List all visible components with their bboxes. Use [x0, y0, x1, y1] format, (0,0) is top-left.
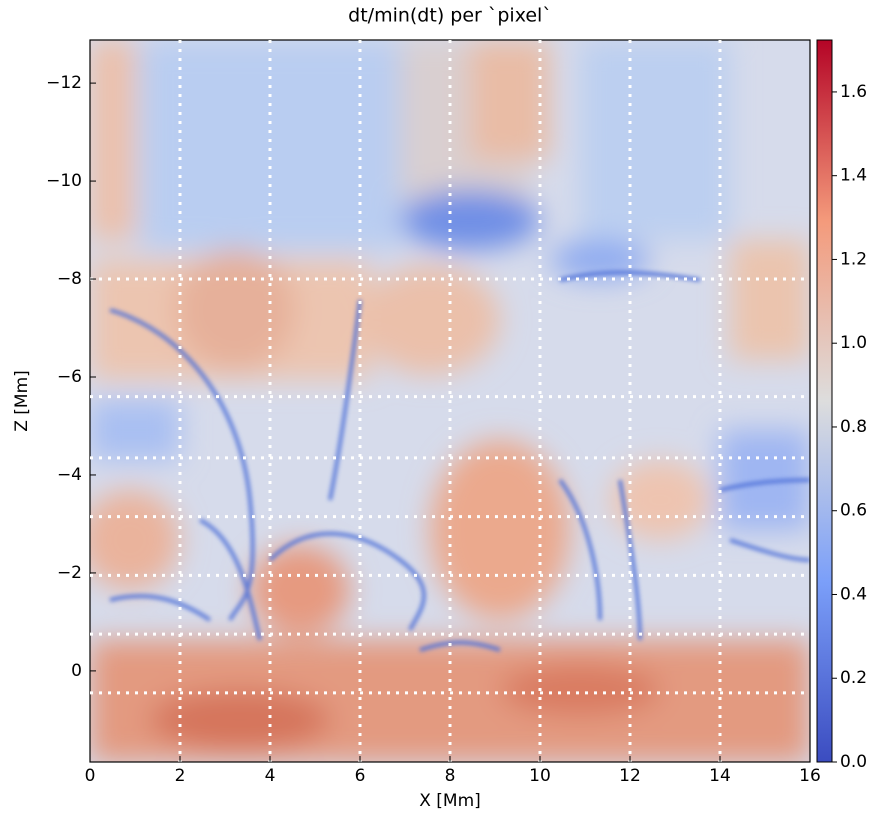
colorbar-tick-label: 1.4 — [840, 166, 867, 186]
y-tick-label: −12 — [46, 73, 82, 93]
colorbar-tick-label: 0.4 — [840, 584, 867, 604]
colorbar-tick-label: 0.8 — [840, 417, 867, 437]
x-axis-label: X [Mm] — [419, 791, 481, 811]
colorbar-tick-label: 0.0 — [840, 752, 867, 772]
heatmap-image — [90, 40, 810, 762]
y-tick-label: −6 — [57, 367, 82, 387]
y-tick-label: −2 — [57, 563, 82, 583]
colorbar-tick-label: 1.2 — [840, 249, 867, 269]
x-tick-label: 16 — [799, 766, 821, 786]
x-tick-label: 12 — [619, 766, 641, 786]
x-tick-label: 4 — [265, 766, 276, 786]
y-tick-label: −10 — [46, 171, 82, 191]
colorbar-tick-label: 0.6 — [840, 501, 867, 521]
x-tick-label: 14 — [709, 766, 731, 786]
y-tick-label: −4 — [57, 465, 82, 485]
x-tick-label: 0 — [85, 766, 96, 786]
chart-title: dt/min(dt) per `pixel` — [348, 5, 552, 27]
x-tick-label: 8 — [445, 766, 456, 786]
x-tick-label: 10 — [529, 766, 551, 786]
y-tick-label: −8 — [57, 269, 82, 289]
colorbar — [816, 39, 833, 763]
y-axis-label: Z [Mm] — [12, 370, 32, 432]
colorbar-tick-label: 1.6 — [840, 82, 867, 102]
colorbar-tick-label: 0.2 — [840, 668, 867, 688]
x-tick-label: 6 — [355, 766, 366, 786]
x-tick-label: 2 — [175, 766, 186, 786]
colorbar-tick-label: 1.0 — [840, 333, 867, 353]
y-tick-label: 0 — [71, 661, 82, 681]
